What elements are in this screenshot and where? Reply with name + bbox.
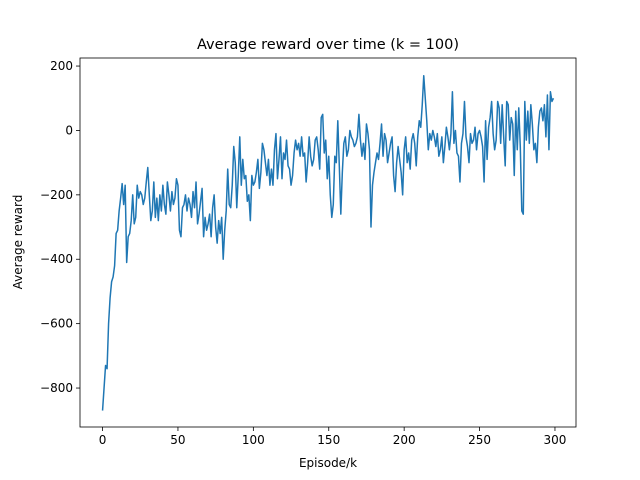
x-tick-label: 50 xyxy=(170,433,185,447)
x-axis-label: Episode/k xyxy=(299,456,357,470)
y-tick-label: 0 xyxy=(65,123,73,137)
y-tick-label: −600 xyxy=(40,317,73,331)
y-tick-label: 200 xyxy=(50,59,73,73)
x-tick-label: 150 xyxy=(317,433,340,447)
x-tick-label: 300 xyxy=(544,433,567,447)
y-tick-label: −400 xyxy=(40,252,73,266)
y-tick-label: −200 xyxy=(40,188,73,202)
y-axis-label: Average reward xyxy=(11,195,25,290)
chart-title: Average reward over time (k = 100) xyxy=(197,37,459,53)
x-tick-label: 0 xyxy=(99,433,107,447)
plot-frame xyxy=(79,57,577,428)
x-tick-label: 200 xyxy=(393,433,416,447)
x-tick-label: 250 xyxy=(468,433,491,447)
x-tick-label: 100 xyxy=(242,433,265,447)
y-tick-label: −800 xyxy=(40,381,73,395)
data-line xyxy=(101,74,555,411)
